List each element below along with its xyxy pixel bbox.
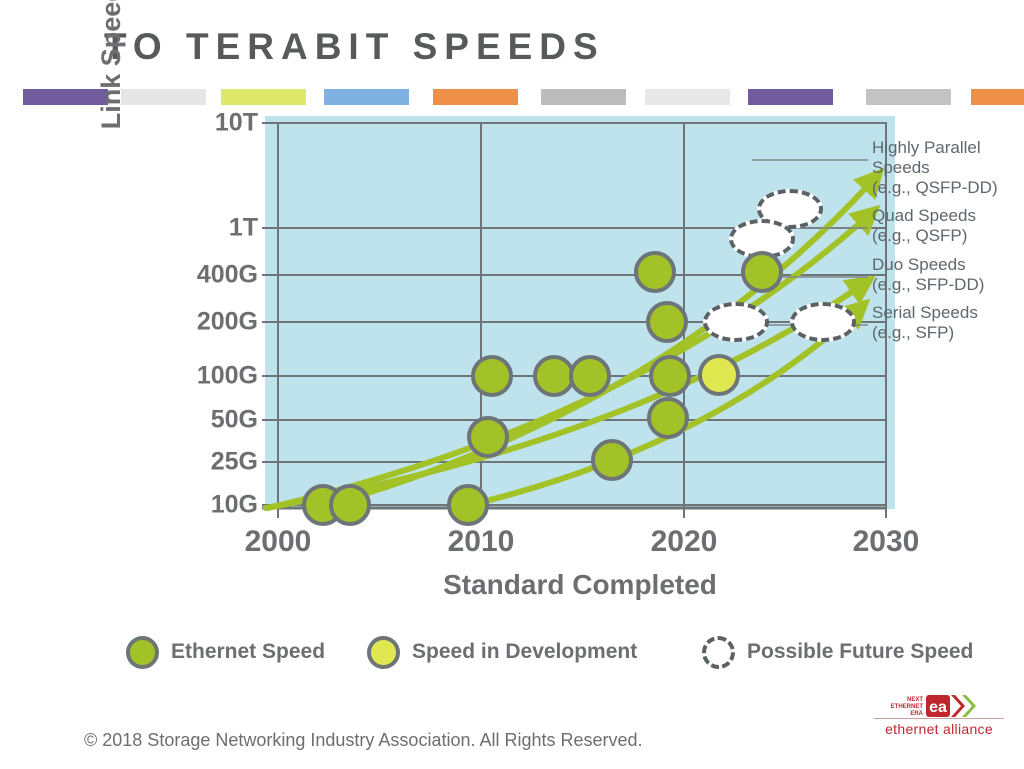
logo-next-line1: NEXT xyxy=(907,697,923,703)
annotation-quad-speeds-line-2: (e.g., QSFP) xyxy=(872,226,968,245)
future-speed-marker-2022-200G xyxy=(703,302,769,342)
ethernet-speed-point-2019-50G xyxy=(647,397,689,439)
segment-purple xyxy=(23,89,108,105)
ethernet-speed-point-2019-200G xyxy=(646,301,688,343)
segment-orange xyxy=(433,89,518,105)
annotation-highly-parallel-speeds-line-3: (e.g., QSFP-DD) xyxy=(872,178,998,197)
ethernet-speed-point-2016-25G xyxy=(591,439,633,481)
annotation-duo-speeds-line-2: (e.g., SFP-DD) xyxy=(872,275,985,294)
plot-background xyxy=(265,116,895,509)
y-axis-title: Link Speed (b/s) xyxy=(96,0,126,130)
future-speed-marker-2026-200G xyxy=(790,302,856,342)
y-axis-tick-10T: 10T xyxy=(214,108,258,137)
trend-line-duo-speeds xyxy=(263,275,876,511)
x-axis-title: Standard Completed xyxy=(443,569,717,600)
annotation-highly-parallel-speeds-line-2: Speeds xyxy=(872,158,930,177)
page-title: TO TERABIT SPEEDS xyxy=(104,26,605,67)
x-axis-tick-2000: 2000 xyxy=(244,525,312,558)
annotation-serial-speeds-line-1: Serial Speeds xyxy=(872,303,978,322)
logo-next-line2: ETHERNET xyxy=(891,704,924,710)
y-axis-tick-10G: 10G xyxy=(210,490,258,519)
ea-logo-mark-icon: NEXT ETHERNET ERA ea xyxy=(891,695,976,717)
annotation-quad-speeds-line-1: Quad Speeds xyxy=(872,206,976,225)
y-axis-tick-50G: 50G xyxy=(210,405,258,434)
development-speed-point-2021-100G xyxy=(698,354,740,396)
x-axis-tick-2020: 2020 xyxy=(650,525,718,558)
y-axis-tick-1T: 1T xyxy=(228,213,258,242)
trend-line-serial-speeds xyxy=(467,298,871,508)
annotation-highly-parallel-speeds: Highly Parallel Speeds (e.g., QSFP-DD) xyxy=(872,138,998,198)
x-axis-tick-2030: 2030 xyxy=(852,525,920,558)
segment-light-gray xyxy=(645,89,730,105)
ethernet-speed-point-2010-40G xyxy=(467,416,509,458)
legend-label-possible-future-speed: Possible Future Speed xyxy=(747,640,974,663)
annotation-duo-speeds-line-1: Duo Speeds xyxy=(872,255,966,274)
y-axis-tick-100G: 100G xyxy=(196,361,258,390)
segment-white-gray xyxy=(121,89,206,105)
ethernet-speed-point-2013-100G xyxy=(533,355,575,397)
segment-purple-2 xyxy=(748,89,833,105)
legend-label-ethernet-speed: Ethernet Speed xyxy=(171,640,326,663)
x-axis-tick-2010: 2010 xyxy=(447,525,515,558)
logo-tagline: ethernet alliance xyxy=(885,721,993,737)
ethernet-speed-point-2014-100G xyxy=(569,355,611,397)
annotation-serial-speeds-line-2: (e.g., SFP) xyxy=(872,323,955,342)
ethernet-speed-point-2003-10G xyxy=(329,484,371,526)
segment-gray xyxy=(541,89,626,105)
y-axis-tick-400G: 400G xyxy=(196,260,258,289)
logo-divider xyxy=(874,718,1004,719)
y-axis-tick-25G: 25G xyxy=(210,447,258,476)
chart-legend: Ethernet Speed Speed in Development Possib… xyxy=(0,628,1024,676)
legend-swatch-possible-future-speed-icon xyxy=(702,635,735,669)
logo-ea-mark: ea xyxy=(929,699,947,716)
chart-svg xyxy=(262,122,887,518)
ethernet-speed-point-2010-100G xyxy=(471,355,513,397)
legend-item-possible-future-speed: Possible Future Speed xyxy=(702,628,973,676)
ethernet-speed-point-2019-100G xyxy=(649,355,691,397)
annotation-duo-speeds: Duo Speeds (e.g., SFP-DD) xyxy=(872,255,984,295)
logo-next-line3: ERA xyxy=(910,711,923,717)
segment-gray-2 xyxy=(866,89,951,105)
segment-yellow-green xyxy=(221,89,306,105)
annotation-serial-speeds: Serial Speeds (e.g., SFP) xyxy=(872,303,978,343)
legend-item-ethernet-speed: Ethernet Speed xyxy=(126,628,325,676)
decorative-color-strip xyxy=(0,89,1024,105)
segment-orange-2 xyxy=(971,89,1024,105)
ethernet-speed-point-2023-400G xyxy=(741,251,783,293)
legend-item-speed-in-development: Speed in Development xyxy=(367,628,637,676)
ethernet-alliance-logo: NEXT ETHERNET ERA ea ethernet alliance xyxy=(866,693,1012,741)
legend-swatch-speed-in-development-icon xyxy=(367,635,400,669)
legend-swatch-ethernet-speed-icon xyxy=(126,635,159,669)
annotation-quad-speeds: Quad Speeds (e.g., QSFP) xyxy=(872,206,976,246)
copyright-notice: © 2018 Storage Networking Industry Assoc… xyxy=(84,730,643,750)
legend-label-speed-in-development: Speed in Development xyxy=(412,640,638,663)
ethernet-speed-point-2010-10G xyxy=(447,484,489,526)
ethernet-speed-point-2018-400G xyxy=(634,251,676,293)
segment-blue xyxy=(324,89,409,105)
y-axis-tick-200G: 200G xyxy=(196,307,258,336)
chart-container xyxy=(0,105,1024,625)
annotation-highly-parallel-speeds-line-1: Highly Parallel xyxy=(872,138,981,157)
